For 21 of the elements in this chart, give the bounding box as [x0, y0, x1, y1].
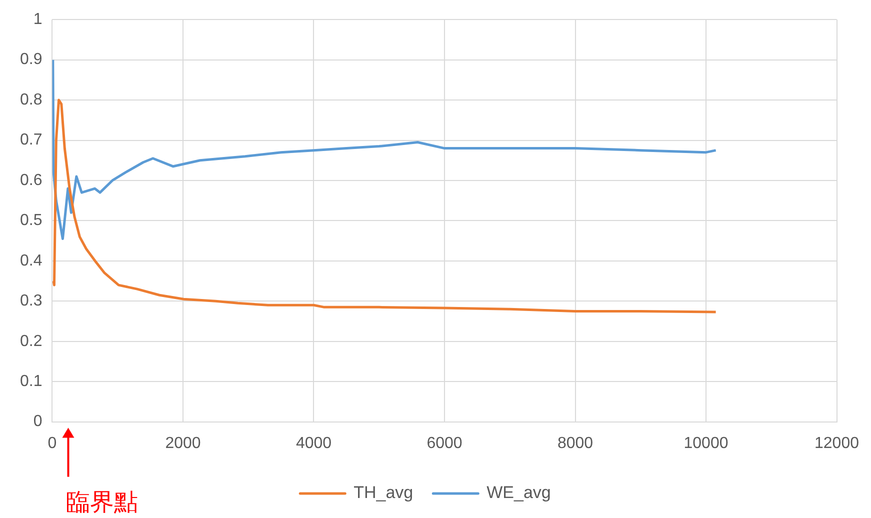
legend-label: WE_avg	[486, 483, 551, 502]
y-tick-label: 0.8	[20, 91, 42, 108]
y-tick-label: 0.4	[20, 252, 42, 270]
x-tick-label: 4000	[296, 434, 332, 452]
y-tick-label: 0.9	[20, 51, 42, 68]
x-tick-label: 2000	[165, 434, 201, 452]
x-tick-label: 6000	[426, 434, 462, 452]
x-tick-label: 8000	[557, 434, 594, 452]
y-tick-label: 0.7	[20, 132, 42, 149]
x-tick-label: 10000	[684, 434, 728, 452]
y-tick-label: 0.1	[20, 372, 42, 390]
y-tick-label: 0.2	[20, 332, 42, 350]
y-tick-label: 0.3	[20, 292, 42, 310]
y-tick-label: 1	[33, 11, 42, 28]
y-tick-label: 0.5	[20, 212, 42, 230]
x-tick-label: 0	[48, 434, 57, 452]
text: 臨界點	[66, 488, 138, 516]
legend-label: TH_avg	[354, 483, 414, 502]
y-tick-label: 0.6	[20, 172, 42, 189]
x-tick-label: 12000	[814, 434, 860, 452]
y-tick-label: 0	[33, 413, 42, 430]
